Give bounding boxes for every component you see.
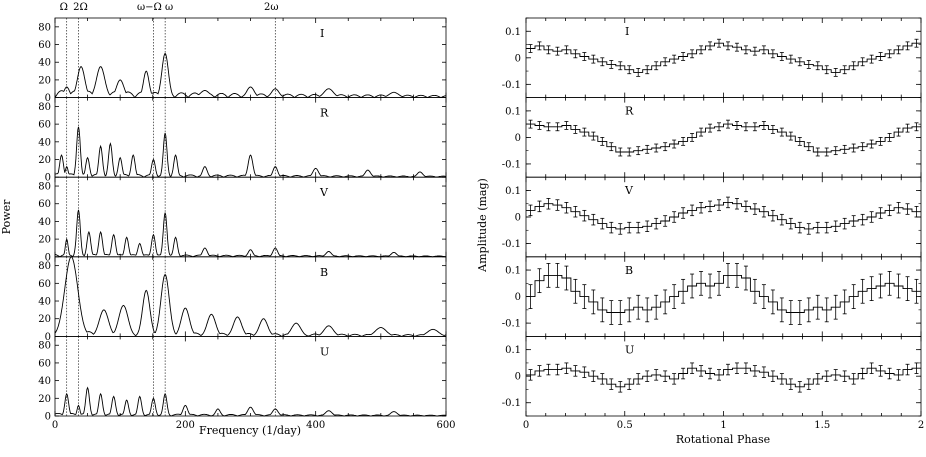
y-tick-label: 60	[38, 40, 51, 51]
y-tick-label: 0	[45, 93, 51, 104]
y-tick-label: 60	[38, 279, 51, 290]
phase-panel-V: -0.1 0 0.1 V	[502, 176, 922, 258]
x-tick-label: 2	[918, 420, 924, 431]
x-tick-label: 200	[176, 420, 195, 431]
y-tick-label: 0	[515, 292, 521, 303]
marker-label: ω−Ω	[137, 2, 162, 13]
phase-curve-I	[526, 42, 921, 73]
panel-frame	[54, 256, 447, 337]
right-x-axis-label: Rotational Phase	[676, 433, 770, 446]
y-tick-label: 80	[38, 341, 51, 352]
periodogram-curve-R	[54, 126, 446, 178]
phase-panel-B: -0.1 0 0.1 B	[502, 256, 922, 337]
y-tick-label: 40	[38, 58, 51, 69]
periodogram-curve-U	[54, 386, 447, 417]
marker-label: 2ω	[264, 2, 279, 13]
y-tick-label: 0	[515, 213, 521, 224]
y-tick-label: 0.1	[505, 345, 521, 356]
y-tick-label: 40	[38, 217, 51, 228]
y-tick-label: 80	[38, 22, 51, 33]
band-label-U: U	[625, 343, 634, 356]
y-tick-label: 0	[515, 133, 521, 144]
periodogram-panel-B: 0 20 40 60 80 B	[38, 256, 447, 343]
band-label-R: R	[625, 105, 634, 118]
y-tick-label: 20	[38, 394, 51, 405]
x-tick-label: 600	[436, 420, 455, 431]
y-tick-label: 80	[38, 102, 51, 113]
y-tick-label: 0	[45, 332, 51, 343]
band-label-U: U	[320, 345, 329, 358]
y-tick-label: 40	[38, 137, 51, 148]
y-tick-label: 40	[38, 297, 51, 308]
y-tick-label: 60	[38, 358, 51, 369]
y-tick-label: 0	[45, 252, 51, 263]
phase-panel-U: -0.1 0 0.1 U	[502, 335, 922, 417]
left-y-axis-label: Power	[0, 199, 13, 235]
y-tick-label: -0.1	[502, 398, 521, 409]
band-label-B: B	[625, 264, 633, 277]
phase-panel-R: -0.1 0 0.1 R	[502, 97, 922, 178]
band-label-R: R	[320, 107, 329, 120]
y-tick-label: -0.1	[502, 159, 521, 170]
phase-curve-R	[526, 123, 921, 153]
panel-frame	[54, 97, 447, 178]
periodogram-panel-R: 0 20 40 60 80 R	[38, 97, 447, 184]
periodogram-panel-U: 0 20 40 60 80 U	[38, 335, 447, 423]
panel-frame	[54, 335, 447, 417]
y-tick-label: 0.1	[505, 186, 521, 197]
band-label-V: V	[624, 184, 634, 197]
y-tick-label: -0.1	[502, 80, 521, 91]
panel-frame	[54, 176, 447, 258]
y-tick-label: 60	[38, 199, 51, 210]
x-tick-label: 400	[306, 420, 325, 431]
phase-curve-panels: -0.100.1 I-0.100.1 R-0.100.1 V-0.100.1 B-0.1…	[502, 17, 924, 431]
phase-panel-I: -0.1 0 0.1 I	[502, 17, 922, 98]
y-tick-label: 0.1	[505, 266, 521, 277]
y-tick-label: 0	[515, 53, 521, 64]
marker-label: 2Ω	[73, 2, 88, 13]
y-tick-label: 20	[38, 155, 51, 166]
y-tick-label: 20	[38, 75, 51, 86]
band-label-I: I	[320, 27, 324, 40]
y-tick-label: 0	[45, 412, 51, 423]
phase-curve-V	[526, 201, 921, 230]
y-tick-label: 0	[515, 372, 521, 383]
y-tick-label: 40	[38, 376, 51, 387]
periodogram-panels: 0 20 40 60 80 I 0 20 40 60 80 R 0 20 40 60 80 V 0 20 40 60 80 B…	[38, 2, 455, 431]
periodogram-panel-I: 0 20 40 60 80 I	[38, 17, 447, 104]
y-tick-label: -0.1	[502, 319, 521, 330]
marker-label: ω	[165, 2, 173, 13]
x-tick-label: 0	[52, 420, 58, 431]
periodogram-panel-V: 0 20 40 60 80 V	[38, 176, 447, 263]
periodogram-curve-I	[54, 52, 447, 99]
phase-curve-U	[526, 367, 921, 388]
y-tick-label: 0.1	[505, 27, 521, 38]
y-tick-label: 80	[38, 261, 51, 272]
band-label-V: V	[319, 186, 329, 199]
y-tick-label: -0.1	[502, 239, 521, 250]
y-tick-label: 0	[45, 173, 51, 184]
y-tick-label: 20	[38, 235, 51, 246]
y-tick-label: 60	[38, 120, 51, 131]
x-tick-label: 1.5	[814, 420, 830, 431]
marker-label: Ω	[60, 2, 68, 13]
left-x-axis-label: Frequency (1/day)	[199, 424, 301, 437]
panel-frame	[525, 97, 922, 178]
phase-curve-B	[526, 274, 921, 313]
x-tick-label: 0	[523, 420, 529, 431]
panel-frame	[525, 176, 922, 258]
y-tick-label: 80	[38, 182, 51, 193]
y-tick-label: 20	[38, 314, 51, 325]
right-y-axis-label: Amplitude (mag)	[476, 178, 489, 273]
panel-frame	[54, 17, 447, 98]
periodogram-curve-B	[54, 256, 447, 337]
y-tick-label: 0.1	[505, 106, 521, 117]
periodogram-curve-V	[54, 209, 447, 258]
band-label-B: B	[320, 266, 328, 279]
panel-frame	[525, 335, 922, 417]
x-tick-label: 0.5	[617, 420, 633, 431]
band-label-I: I	[625, 25, 629, 38]
x-tick-label: 1	[720, 420, 726, 431]
